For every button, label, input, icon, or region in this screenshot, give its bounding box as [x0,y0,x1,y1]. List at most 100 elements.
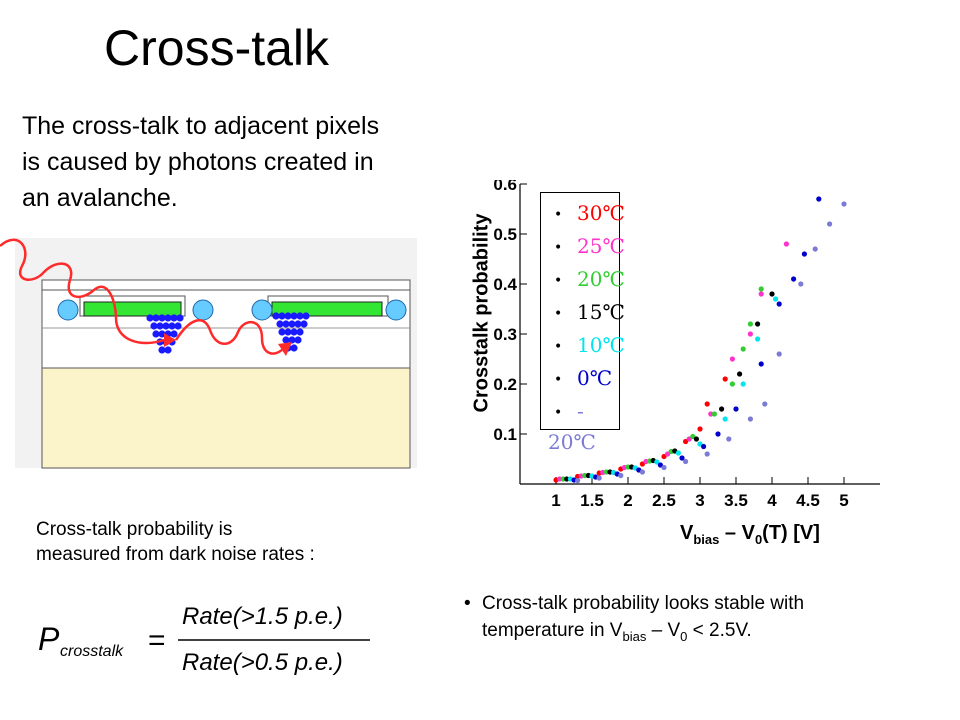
guard-ring-center [192,299,214,321]
data-point-series-4 [722,416,728,422]
data-point-series-6 [812,246,818,252]
data-point-series-1 [729,356,735,362]
y-tick-label: 0.1 [493,425,517,444]
avalanche-electron [164,314,172,322]
legend-marker: • [554,405,563,421]
avalanche-electron [168,322,176,330]
data-point-series-0 [722,376,728,382]
avalanche-electron [156,322,164,330]
data-point-series-2 [740,346,746,352]
avalanche-electron [284,312,292,320]
measurement-line-1: Cross-talk probability is [36,519,233,540]
bullet-sub-zero: 0 [680,628,688,644]
data-point-series-5 [776,301,782,307]
legend-label: - [577,399,584,423]
data-points [553,196,847,484]
avalanche-electron [272,312,280,320]
data-point-series-2 [747,321,753,327]
data-point-series-6 [841,201,847,207]
legend-label: 0℃ [577,366,613,390]
data-point-series-2 [582,472,588,479]
crosstalk-chart: 0.1 0.2 0.3 0.4 0.5 0.6 1 1.5 2 2.5 3 3.5 4 4.5 5 [493,180,880,510]
x-label-v: V [680,522,694,544]
bullet-dot: • [464,593,471,614]
bullet-text-b: temperature in V [482,620,623,641]
avalanche-electron [290,344,298,352]
y-tick-label: 0.2 [493,375,517,394]
intro-line-1: The cross-talk to adjacent pixels [22,112,380,140]
data-point-series-2 [711,411,717,417]
legend-label: 20℃ [577,267,625,291]
data-point-series-4 [755,336,761,342]
data-point-series-2 [625,464,631,470]
avalanche-electron [282,320,290,328]
data-point-series-1 [557,476,563,482]
x-tick-label: 2 [623,491,632,510]
data-point-series-6 [827,221,833,227]
intro-line-3: an avalanche. [22,184,178,212]
diagram-substrate [41,367,411,469]
data-point-series-3 [719,406,725,412]
data-point-series-4 [773,296,779,302]
avalanche-electron [290,312,298,320]
x-label-dash-v: – V [719,522,755,544]
data-point-series-5 [758,361,764,367]
data-point-series-4 [740,381,746,387]
data-point-series-4 [675,450,681,456]
data-point-series-2 [603,469,609,475]
measurement-line-2: measured from dark noise rates : [36,544,315,565]
data-point-series-2 [560,476,566,482]
avalanche-electron [158,330,166,338]
x-tick-label: 1 [551,491,560,510]
avalanche-electron [296,328,304,336]
data-point-series-5 [816,196,822,202]
avalanche-electron [176,314,184,322]
legend-label: 10℃ [577,333,625,357]
avalanche-electron [152,314,160,322]
x-label-sub-bias: bias [693,532,720,547]
y-axis-label-text: Crosstalk probability [470,213,493,413]
y-tick-label: 0.3 [493,325,517,344]
data-point-series-3 [755,321,761,327]
avalanche-electron [300,320,308,328]
x-label-sub-zero: 0 [754,532,763,547]
data-point-series-1 [758,291,764,297]
guard-ring-mid [251,299,273,321]
legend-marker: • [554,306,563,322]
formula-numerator: Rate(>1.5 p.e.) [182,603,343,630]
data-point-series-5 [715,431,721,437]
data-point-series-5 [701,443,707,450]
data-point-series-6 [661,464,667,471]
avalanche-electron [284,328,292,336]
data-point-series-1 [708,411,714,417]
avalanche-electron [296,312,304,320]
data-point-series-1 [747,331,753,337]
avalanche-electron [276,320,284,328]
legend-overflow-text: 20℃ [548,430,596,454]
legend-label: 25℃ [577,234,625,258]
bullet-line-1: Cross-talk probability looks stable with [482,593,805,614]
x-tick-label: 3 [695,491,704,510]
diagram-top-layer [41,279,411,291]
legend-label: 30℃ [577,201,625,225]
x-tick-label: 2.5 [652,491,676,510]
x-tick-label: 3.5 [724,491,748,510]
legend-marker: • [554,372,563,388]
avalanche-electron [170,314,178,322]
chart-legend: • 30℃ • 25℃ • 20℃ • 15℃ • 10℃ • 0℃ • - [540,192,625,430]
avalanche-electron [162,322,170,330]
data-point-series-3 [737,371,743,377]
x-tick-label: 5 [839,491,848,510]
avalanche-electron [278,312,286,320]
avalanche-electron [174,322,182,330]
avalanche-electron [290,328,298,336]
x-ticks: 1 1.5 2 2.5 3 3.5 4 4.5 5 [551,477,849,510]
page-title: Cross-talk [104,20,330,76]
data-point-series-6 [798,281,804,287]
formula-denominator: Rate(>0.5 p.e.) [182,649,343,676]
photon-arrowhead-2 [278,342,292,356]
data-point-series-2 [729,381,735,387]
data-point-series-6 [704,451,710,457]
crosstalk-formula: P crosstalk = Rate(>1.5 p.e.) Rate(>0.5 … [38,603,370,676]
data-point-series-6 [618,472,624,479]
